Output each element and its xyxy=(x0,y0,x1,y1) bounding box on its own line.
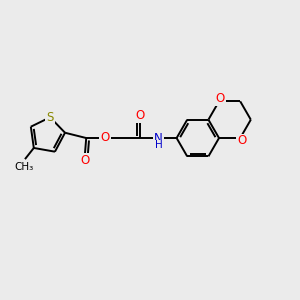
Text: H: H xyxy=(155,140,163,150)
Text: N: N xyxy=(154,132,163,145)
Text: O: O xyxy=(237,134,246,148)
Text: O: O xyxy=(100,131,110,144)
Text: S: S xyxy=(46,111,54,124)
Text: CH₃: CH₃ xyxy=(14,161,33,172)
Text: O: O xyxy=(216,92,225,105)
Text: O: O xyxy=(135,109,144,122)
Text: O: O xyxy=(80,154,89,167)
